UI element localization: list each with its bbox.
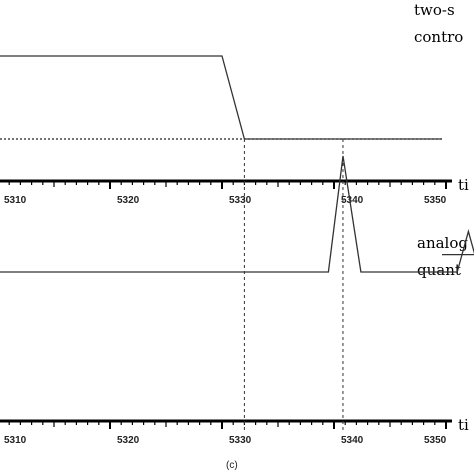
- top-panel-tick-labels: 5310 5320 5330 5340 5350: [4, 195, 447, 206]
- bottom-panel-x-axis-title: ti: [458, 416, 469, 434]
- series-line: [0, 155, 474, 273]
- bottom-x-tick-label: 5310: [4, 435, 27, 446]
- figure-caption: (c): [226, 460, 238, 471]
- top-panel-label-line-1: two-s: [414, 1, 455, 19]
- series-line: [0, 55, 442, 140]
- bottom-panel-tick-labels: 5310 5320 5330 5340 5350: [4, 435, 447, 446]
- bottom-panel-label-line-1: analog: [417, 234, 468, 252]
- bottom-x-tick-label: 5320: [117, 435, 140, 446]
- vertical-guide-lines: [243, 139, 344, 430]
- bottom-x-tick-label: 5350: [424, 435, 447, 446]
- top-x-tick-label: 5310: [4, 195, 27, 206]
- top-panel-x-axis-title: ti: [458, 176, 469, 194]
- top-panel: two-s contro ti 5310 5320 5330 5340 5350: [0, 1, 469, 206]
- bottom-panel: analog quant ti 5310 5320 5330 5340 5350: [0, 155, 474, 446]
- bottom-x-tick-label: 5340: [341, 435, 364, 446]
- top-x-tick-label: 5330: [229, 195, 252, 206]
- bottom-panel-label-line-2: quant: [417, 261, 461, 279]
- top-x-tick-label: 5320: [117, 195, 140, 206]
- bottom-x-tick-label: 5330: [229, 435, 252, 446]
- top-panel-label-line-2: contro: [414, 28, 463, 46]
- top-x-tick-label: 5340: [341, 195, 364, 206]
- top-x-tick-label: 5350: [424, 195, 447, 206]
